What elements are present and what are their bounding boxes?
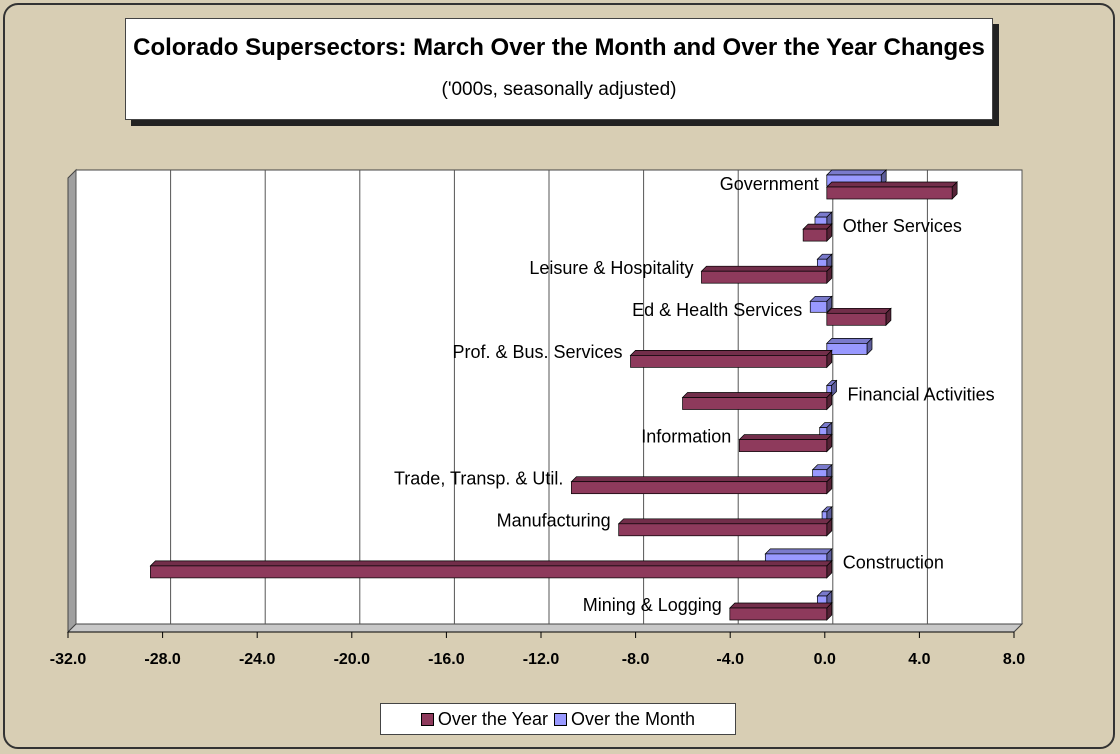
bar-top (570, 476, 833, 483)
legend-item: Over the Month (554, 709, 695, 730)
bar-top (825, 338, 873, 344)
legend-label: Over the Month (571, 708, 696, 729)
x-tick-label: -12.0 (523, 651, 560, 668)
category-label: Construction (843, 553, 944, 573)
bar (826, 186, 953, 200)
chart-title: Colorado Supersectors: March Over the Mo… (133, 34, 985, 61)
bar-top (629, 350, 833, 356)
bar-top (738, 434, 833, 440)
category-label: Information (641, 426, 731, 446)
bar-top (825, 169, 888, 176)
category-label: Ed & Health Services (632, 300, 802, 320)
bar (618, 523, 828, 537)
legend-swatch (554, 713, 567, 727)
x-tick-label: -4.0 (716, 651, 744, 668)
x-tick-label: 8.0 (1003, 651, 1025, 668)
legend-label: Over the Year (437, 708, 548, 729)
frame (3, 3, 1115, 749)
legend-item: Over the Year (420, 708, 548, 730)
legend-swatch (420, 713, 434, 727)
x-tick-label: -8.0 (622, 651, 650, 668)
category-label: Other Services (843, 216, 962, 236)
bar-top (728, 602, 833, 609)
category-label: Prof. & Bus. Services (452, 342, 622, 362)
bar-top (700, 265, 833, 272)
bar-top (617, 518, 833, 525)
category-label: Leisure & Hospitality (529, 258, 693, 278)
bar-top (149, 560, 833, 567)
x-tick-label: -24.0 (239, 651, 276, 668)
x-tick-label: -16.0 (428, 651, 465, 668)
category-label: Government (720, 174, 819, 194)
x-tick-label: -28.0 (144, 651, 181, 668)
bar (150, 565, 828, 579)
bar (826, 312, 887, 326)
title-text: Colorado Supersectors: March Over the Mo… (126, 28, 992, 110)
bar-top (681, 392, 833, 398)
bar-top (764, 548, 833, 555)
x-tick-label: -20.0 (334, 651, 371, 668)
bar (682, 397, 828, 410)
bar (701, 270, 828, 284)
bar (802, 228, 828, 242)
side-wall (67, 168, 77, 634)
category-label: Financial Activities (848, 384, 995, 404)
bar (571, 481, 828, 495)
chart-subtitle: ('000s, seasonally adjusted) (441, 79, 677, 100)
x-tick-label: 4.0 (908, 651, 930, 668)
bar (729, 607, 828, 621)
floor (66, 623, 1024, 633)
bar (809, 300, 828, 313)
title-box: Colorado Supersectors: March Over the Mo… (125, 18, 993, 120)
category-label: Manufacturing (497, 511, 611, 531)
bar (738, 439, 828, 452)
bar (630, 355, 828, 368)
x-tick-label: -32.0 (50, 651, 87, 668)
bar (826, 343, 868, 355)
bar-top (825, 307, 892, 314)
category-label: Trade, Transp. & Util. (394, 468, 563, 488)
bar-top (825, 181, 958, 188)
legend: Over the Year Over the Month (380, 703, 736, 735)
x-tick-label: 0.0 (814, 651, 836, 668)
category-label: Mining & Logging (583, 595, 722, 615)
